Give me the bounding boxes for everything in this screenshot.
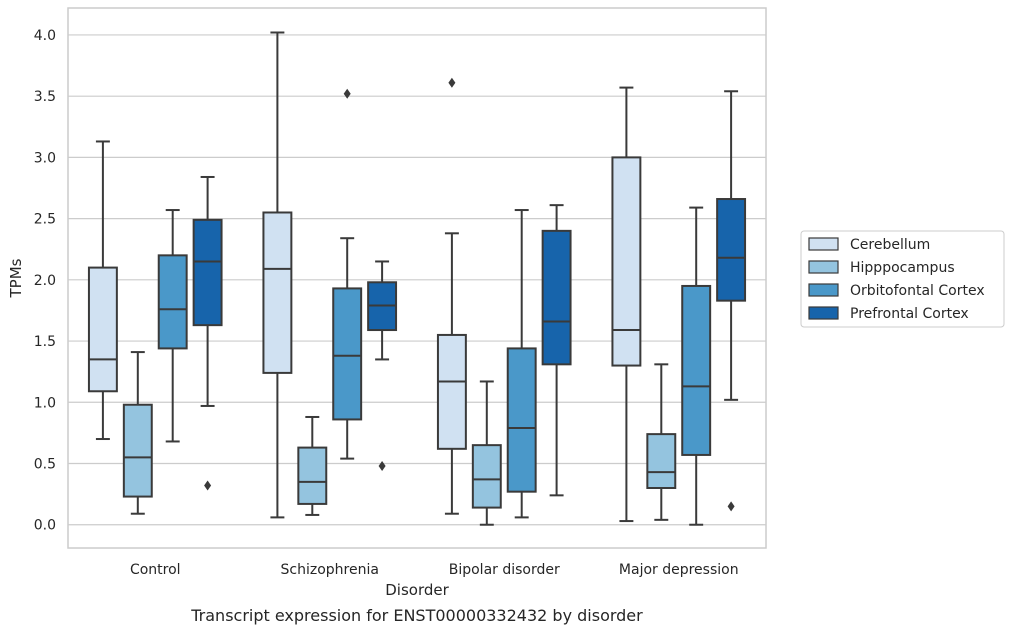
box bbox=[436, 333, 467, 450]
box-group bbox=[506, 209, 537, 519]
box bbox=[541, 229, 572, 366]
x-tick-label: Bipolar disorder bbox=[449, 562, 560, 578]
box bbox=[681, 284, 712, 456]
box bbox=[297, 446, 328, 505]
y-tick-label: 0.0 bbox=[34, 518, 56, 534]
box-group bbox=[367, 260, 398, 471]
box-group bbox=[332, 88, 363, 460]
outlier-point bbox=[204, 480, 212, 491]
box-group bbox=[87, 140, 118, 441]
box-group bbox=[716, 90, 747, 512]
box-group bbox=[157, 209, 188, 443]
plot-area-frame bbox=[67, 7, 767, 549]
x-tick-label: Control bbox=[130, 562, 181, 578]
outlier-point bbox=[448, 77, 456, 88]
legend-swatch bbox=[808, 306, 839, 320]
box-group bbox=[541, 204, 572, 497]
box bbox=[122, 403, 153, 498]
outlier-point bbox=[378, 460, 386, 471]
y-tick-label: 1.0 bbox=[34, 395, 56, 411]
legend-swatch bbox=[808, 260, 839, 274]
y-axis-ticks: 0.0 0.5 1.0 1.5 2.0 2.5 3.0 3.5 4.0 bbox=[34, 28, 56, 534]
box bbox=[471, 444, 502, 509]
box-group bbox=[646, 363, 677, 521]
y-tick-label: 2.0 bbox=[34, 273, 56, 289]
y-tick-label: 3.5 bbox=[34, 89, 56, 105]
x-axis-ticks: Control Schizophrenia Bipolar disorder Majo… bbox=[130, 562, 739, 578]
box-group bbox=[471, 380, 502, 526]
y-axis-label: TPMs bbox=[7, 258, 25, 298]
box-group bbox=[122, 351, 153, 515]
box bbox=[646, 433, 677, 489]
y-tick-label: 4.0 bbox=[34, 28, 56, 44]
legend-label: Cerebellum bbox=[850, 237, 930, 253]
box-group bbox=[192, 175, 223, 491]
box bbox=[611, 156, 642, 367]
y-tick-label: 3.0 bbox=[34, 150, 56, 166]
x-tick-label: Schizophrenia bbox=[281, 562, 379, 578]
box bbox=[192, 218, 223, 327]
box-group bbox=[262, 31, 293, 519]
box bbox=[262, 211, 293, 374]
box-group bbox=[681, 206, 712, 526]
legend: Cerebellum Hipppocampus Orbitofontal Corte… bbox=[800, 230, 1005, 328]
box bbox=[157, 254, 188, 350]
box-plots bbox=[87, 31, 747, 526]
box-group bbox=[436, 77, 467, 515]
box bbox=[506, 347, 537, 493]
box-group bbox=[297, 415, 328, 516]
legend-frame bbox=[800, 230, 1005, 328]
box bbox=[716, 198, 747, 302]
box-group bbox=[611, 86, 642, 523]
box bbox=[87, 266, 118, 393]
outlier-point bbox=[727, 501, 735, 512]
legend-swatch bbox=[808, 283, 839, 297]
x-axis-label: Disorder bbox=[385, 581, 449, 599]
y-tick-label: 0.5 bbox=[34, 457, 56, 473]
y-tick-label: 2.5 bbox=[34, 212, 56, 228]
x-tick-label: Major depression bbox=[619, 562, 739, 578]
outlier-point bbox=[343, 88, 351, 99]
legend-label: Prefrontal Cortex bbox=[850, 306, 969, 322]
legend-label: Orbitofontal Cortex bbox=[850, 283, 985, 299]
box bbox=[332, 287, 363, 421]
legend-swatch bbox=[808, 237, 839, 251]
figure-caption: Transcript expression for ENST0000033243… bbox=[191, 606, 643, 625]
legend-label: Hipppocampus bbox=[850, 260, 955, 276]
y-tick-label: 1.5 bbox=[34, 334, 56, 350]
